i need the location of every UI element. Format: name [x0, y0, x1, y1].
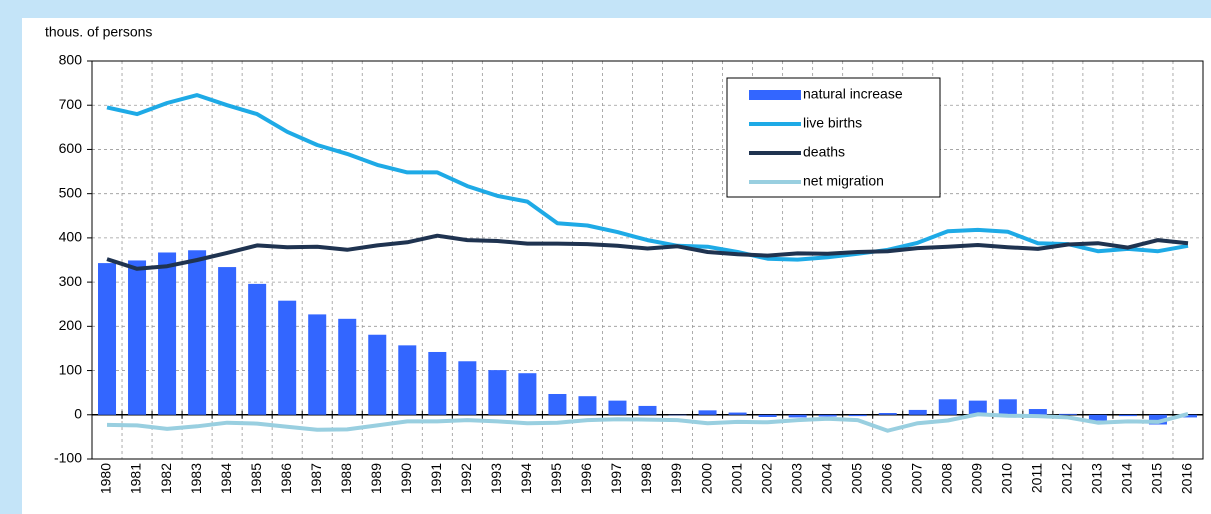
y-tick-label: 600 [59, 140, 83, 156]
x-tick-label: 1982 [158, 463, 174, 494]
bar [638, 405, 657, 415]
bar [308, 314, 327, 415]
x-tick-label: 2004 [818, 463, 834, 494]
bar [158, 252, 177, 415]
bar [1028, 409, 1047, 415]
bar [758, 414, 777, 417]
legend-label: live births [803, 115, 862, 131]
bar [1088, 414, 1107, 421]
legend-swatch [749, 90, 801, 100]
bar [188, 250, 207, 415]
x-tick-label: 1980 [98, 463, 114, 494]
x-tick-label: 2014 [1119, 463, 1135, 494]
plot-frame [91, 60, 1204, 460]
bar [1118, 414, 1137, 417]
bar [428, 351, 447, 415]
x-tick-label: 1991 [428, 463, 444, 494]
x-tick-label: 2007 [908, 463, 924, 494]
y-tick-label: 200 [59, 317, 83, 333]
x-tick-label: 2000 [698, 463, 714, 494]
bar [848, 414, 867, 417]
x-tick-label: 1987 [308, 463, 324, 494]
y-tick-label: 400 [59, 229, 83, 245]
x-tick-label: 1999 [668, 463, 684, 494]
x-tick-label: 1996 [578, 463, 594, 494]
bar [818, 414, 837, 417]
bar [698, 410, 717, 415]
legend-label: natural increase [803, 86, 903, 102]
legend-label: deaths [803, 144, 845, 160]
x-tick-label: 2012 [1059, 463, 1075, 494]
bar [908, 409, 927, 415]
x-tick-label: 2003 [788, 463, 804, 494]
x-tick-label: 1995 [548, 463, 564, 494]
x-tick-label: 1994 [518, 463, 534, 494]
x-tick-label: 2010 [999, 463, 1015, 494]
y-axis-label: thous. of persons [45, 24, 152, 40]
x-tick-label: 1992 [458, 463, 474, 494]
x-tick-label: 1985 [248, 463, 264, 494]
bar [1148, 414, 1167, 425]
x-tick-label: 2015 [1149, 463, 1165, 494]
bar [968, 400, 987, 415]
bar [608, 400, 627, 415]
x-tick-label: 2005 [848, 463, 864, 494]
bar [1178, 414, 1197, 418]
x-tick-label: 1988 [338, 463, 354, 494]
bar [398, 345, 417, 415]
bar [248, 283, 267, 415]
bar [1058, 413, 1077, 415]
y-tick-label: 700 [59, 96, 83, 112]
bar [278, 300, 297, 415]
x-tick-label: 2013 [1089, 463, 1105, 494]
y-tick-label: 500 [59, 184, 83, 200]
x-tick-label: 1983 [188, 463, 204, 494]
bar [488, 370, 507, 415]
y-tick-label: 0 [74, 405, 82, 421]
x-tick-label: 1990 [398, 463, 414, 494]
bar [368, 334, 387, 415]
x-tick-label: 1989 [368, 463, 384, 494]
x-tick-label: 1993 [488, 463, 504, 494]
y-tick-label: 300 [59, 273, 83, 289]
bar [128, 260, 147, 415]
x-tick-label: 2006 [878, 463, 894, 494]
line [106, 233, 1189, 271]
line [106, 411, 1189, 433]
bar [518, 373, 537, 415]
x-tick-label: 2009 [969, 463, 985, 494]
bar [728, 412, 747, 415]
x-tick-label: 2008 [938, 463, 954, 494]
bar [578, 396, 597, 415]
bar [878, 413, 897, 415]
bar [548, 393, 567, 415]
x-tick-label: 1984 [218, 463, 234, 494]
x-tick-label: 2016 [1179, 463, 1195, 494]
bar [458, 361, 477, 415]
bar [338, 318, 357, 415]
bar [218, 267, 237, 415]
x-tick-label: 2011 [1029, 463, 1045, 493]
line [106, 93, 1189, 262]
y-tick-label: 100 [59, 361, 83, 377]
y-tick-label: 800 [59, 52, 83, 68]
chart-background [22, 18, 1211, 514]
x-tick-label: 2001 [728, 463, 744, 494]
x-tick-label: 1986 [278, 463, 294, 494]
bar [788, 414, 807, 418]
x-tick-label: 1981 [128, 463, 144, 494]
x-tick-label: 1997 [608, 463, 624, 494]
legend-label: net migration [803, 173, 884, 189]
bar [998, 399, 1017, 415]
bar [98, 263, 117, 415]
x-tick-label: 2002 [758, 463, 774, 494]
y-tick-label: -100 [54, 450, 82, 466]
x-tick-label: 1998 [638, 463, 654, 494]
bar [938, 399, 957, 415]
